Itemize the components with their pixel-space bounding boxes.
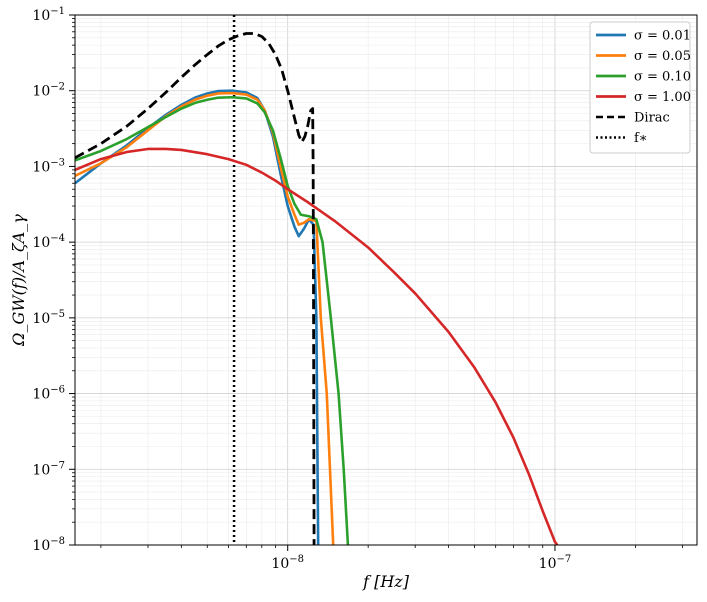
legend-label: σ = 0.10 — [634, 70, 691, 85]
x-tick-label: 10−8 — [271, 554, 304, 572]
y-tick-label: 10−2 — [32, 82, 65, 100]
series-line-1 — [75, 91, 335, 545]
legend-label: σ = 1.00 — [634, 90, 691, 105]
series-line-2 — [75, 95, 350, 545]
legend: σ = 0.01 σ = 0.05 σ = 0.10 σ = 1.00 Dirac f∗ — [589, 21, 691, 154]
y-tick-label: 10−6 — [32, 385, 65, 403]
y-tick-label: 10−5 — [32, 309, 65, 327]
y-tick-label: 10−8 — [32, 536, 65, 554]
legend-label: σ = 0.01 — [634, 29, 691, 44]
legend-label: σ = 0.05 — [634, 49, 691, 64]
x-axis-label: f [Hz] — [362, 572, 410, 591]
legend-label: Dirac — [634, 111, 670, 126]
plot-frame — [74, 14, 698, 546]
y-tick-label: 10−3 — [32, 157, 65, 175]
x-tick-label: 10−7 — [539, 554, 572, 572]
legend-label: f∗ — [634, 131, 648, 146]
series-line-3 — [75, 147, 559, 545]
series-line-4 — [75, 32, 316, 545]
y-tick-label: 10−1 — [32, 6, 65, 24]
axis-ticks: 10−8 10−7 10−8 10−7 10−6 10−5 10−4 10−3 10−2 10−1 — [32, 6, 683, 572]
y-tick-label: 10−4 — [32, 233, 65, 251]
plot-area — [75, 15, 559, 545]
y-tick-label: 10−7 — [32, 460, 65, 478]
y-axis-label: Ω_GW(f)/A_ζA_γ — [9, 214, 28, 347]
